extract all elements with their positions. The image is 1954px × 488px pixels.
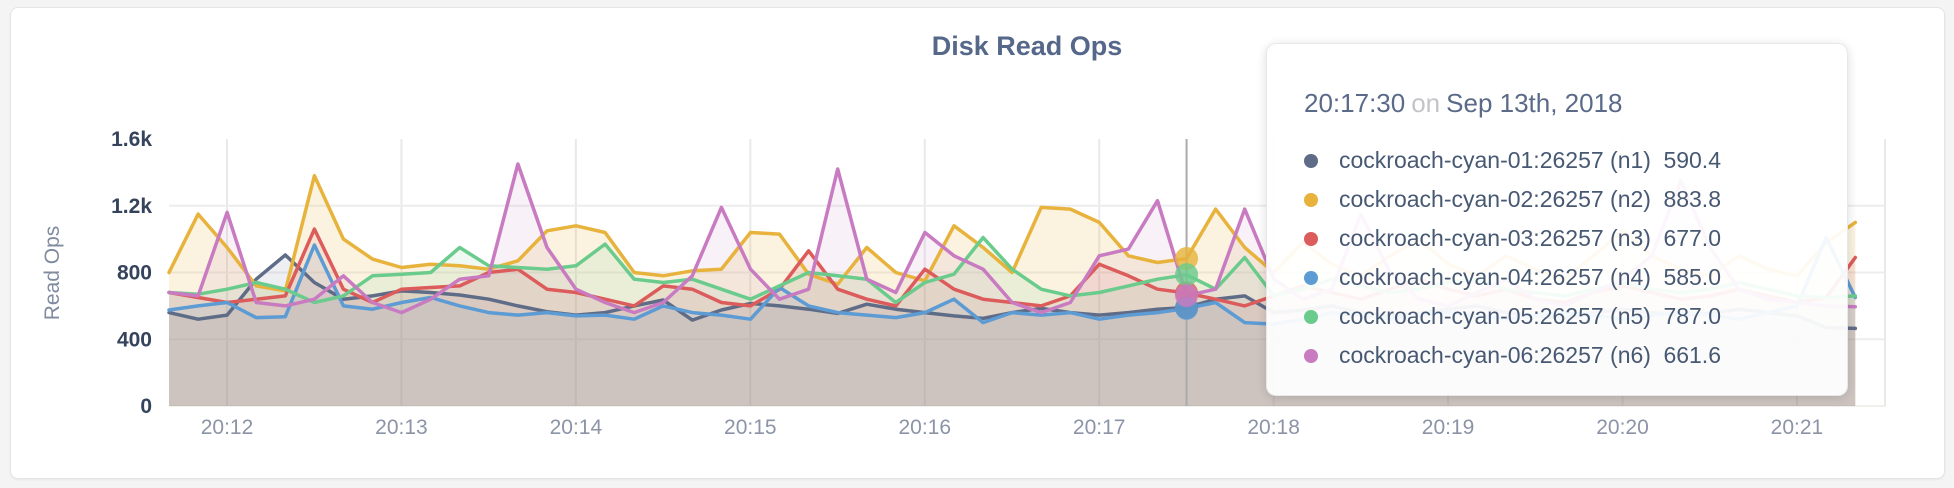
series-value: 677.0 <box>1663 225 1721 251</box>
series-color-dot <box>1304 270 1318 285</box>
series-label: cockroach-cyan-03:26257 (n3) <box>1339 225 1651 251</box>
series-value: 585.0 <box>1663 264 1721 290</box>
y-tick-label: 800 <box>117 262 152 285</box>
series-label: cockroach-cyan-01:26257 (n1) <box>1339 147 1651 173</box>
tooltip-series-row: cockroach-cyan-02:26257 (n2) 883.8 <box>1304 180 1721 219</box>
x-tick-label: 20:14 <box>550 416 603 439</box>
series-label: cockroach-cyan-06:26257 (n6) <box>1339 342 1651 368</box>
x-tick-label: 20:17 <box>1073 416 1126 439</box>
series-value: 661.6 <box>1663 342 1721 368</box>
tooltip-series-row: cockroach-cyan-06:26257 (n6) 661.6 <box>1304 336 1721 375</box>
x-tick-label: 20:16 <box>898 416 951 439</box>
series-label: cockroach-cyan-05:26257 (n5) <box>1339 303 1651 329</box>
hover-tooltip: 20:17:30 on Sep 13th, 2018 cockroach-cyan-… <box>1266 43 1848 396</box>
series-color-dot <box>1304 348 1318 363</box>
series-color-dot <box>1304 309 1318 324</box>
y-tick-label: 0 <box>140 395 152 418</box>
tooltip-conjunction: on <box>1411 88 1441 118</box>
tooltip-series-row: cockroach-cyan-01:26257 (n1) 590.4 <box>1304 141 1721 180</box>
tooltip-time: 20:17:30 <box>1304 88 1406 118</box>
y-axis-title: Read Ops <box>41 225 64 321</box>
series-value: 883.8 <box>1663 186 1721 212</box>
y-tick-label: 1.6k <box>111 128 152 151</box>
tooltip-date: Sep 13th, 2018 <box>1446 88 1623 118</box>
series-color-dot <box>1304 231 1318 246</box>
x-tick-label: 20:13 <box>375 416 428 439</box>
tooltip-series-row: cockroach-cyan-04:26257 (n4) 585.0 <box>1304 258 1721 297</box>
hover-dot-n6 <box>1175 284 1199 308</box>
series-label: cockroach-cyan-04:26257 (n4) <box>1339 264 1651 290</box>
series-value: 787.0 <box>1663 303 1721 329</box>
hover-dot-n5 <box>1175 263 1199 287</box>
x-tick-label: 20:21 <box>1771 416 1824 439</box>
x-tick-label: 20:12 <box>201 416 254 439</box>
x-tick-label: 20:20 <box>1596 416 1649 439</box>
series-color-dot <box>1304 192 1318 207</box>
hover-dot-n2 <box>1175 247 1199 271</box>
tooltip-timestamp: 20:17:30 on Sep 13th, 2018 <box>1304 88 1721 119</box>
tooltip-rows: cockroach-cyan-01:26257 (n1) 590.4 cockr… <box>1304 141 1721 375</box>
series-label: cockroach-cyan-02:26257 (n2) <box>1339 186 1651 212</box>
chart-title: Disk Read Ops <box>931 31 1123 61</box>
tooltip-series-row: cockroach-cyan-05:26257 (n5) 787.0 <box>1304 297 1721 336</box>
series-value: 590.4 <box>1663 147 1721 173</box>
x-tick-label: 20:15 <box>724 416 777 439</box>
tooltip-series-row: cockroach-cyan-03:26257 (n3) 677.0 <box>1304 219 1721 258</box>
y-tick-label: 400 <box>117 328 152 351</box>
x-tick-label: 20:18 <box>1247 416 1300 439</box>
x-tick-label: 20:19 <box>1422 416 1475 439</box>
y-tick-label: 1.2k <box>111 195 152 218</box>
series-color-dot <box>1304 153 1318 168</box>
